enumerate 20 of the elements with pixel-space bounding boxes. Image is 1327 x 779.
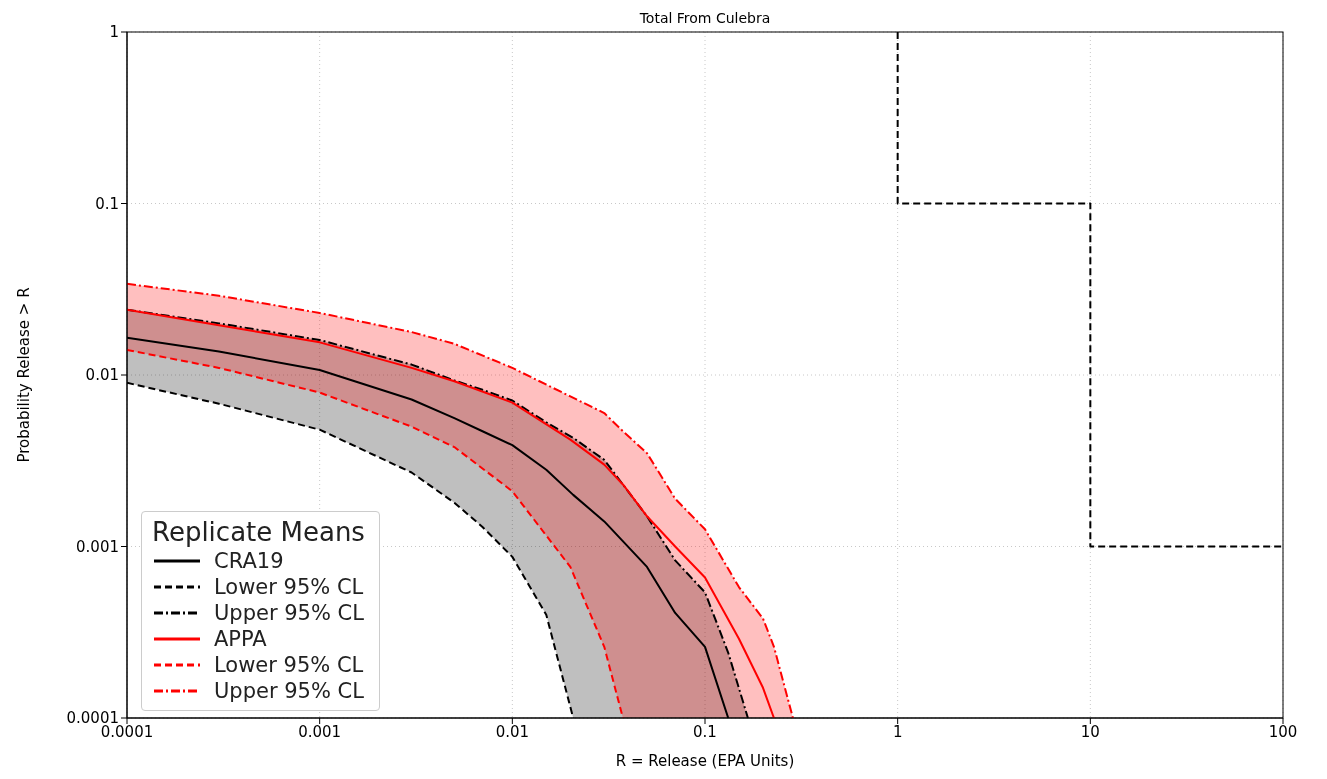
x-tick-label: 1 [892,722,903,741]
legend-label: Lower 95% CL [214,574,364,600]
y-tick-label: 0.1 [95,194,119,213]
legend-label: Lower 95% CL [214,652,364,678]
x-tick-label: 100 [1268,722,1298,741]
x-tick-label: 10 [1080,722,1100,741]
y-tick-label: 0.001 [76,537,119,556]
y-tick-label: 1 [109,23,119,42]
legend-title: Replicate Means [152,516,365,548]
y-axis-title: Probability Release > R [15,287,34,463]
x-tick-label: 0.1 [693,722,717,741]
legend-label: Upper 95% CL [214,678,364,704]
legend-label: CRA19 [214,548,284,574]
chart-title: Total From Culebra [638,10,772,26]
y-tick-label: 0.01 [85,366,119,385]
x-axis-title: R = Release (EPA Units) [615,752,795,770]
legend-label: APPA [214,626,267,652]
x-tick-label: 0.01 [495,722,530,741]
legend-label: Upper 95% CL [214,600,364,626]
x-tick-label: 0.001 [298,722,342,741]
